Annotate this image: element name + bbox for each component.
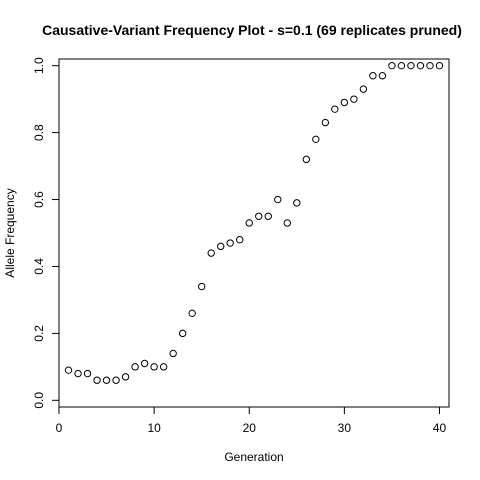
y-tick-label: 0.6 xyxy=(32,191,46,208)
x-tick-label: 40 xyxy=(433,421,447,435)
data-point xyxy=(169,349,177,358)
chart-title: Causative-Variant Frequency Plot - s=0.1… xyxy=(42,22,462,38)
y-tick-label: 0.2 xyxy=(32,325,46,342)
data-point xyxy=(236,235,244,244)
data-point xyxy=(321,118,330,127)
data-point xyxy=(140,359,149,368)
data-point xyxy=(274,195,282,204)
data-point xyxy=(388,61,396,70)
data-point xyxy=(416,61,425,70)
data-point xyxy=(74,369,82,378)
data-point xyxy=(112,376,120,384)
data-point xyxy=(350,95,358,103)
data-point xyxy=(64,366,73,374)
data-point xyxy=(217,242,225,251)
x-tick-label: 10 xyxy=(147,421,161,435)
x-tick-label: 20 xyxy=(243,421,257,435)
data-point xyxy=(131,363,139,371)
data-point xyxy=(121,373,130,381)
data-point xyxy=(293,199,301,207)
y-tick-label: 0.8 xyxy=(32,124,46,141)
data-points xyxy=(64,61,444,384)
data-point xyxy=(207,249,215,257)
data-point xyxy=(407,61,415,70)
y-tick-label: 1.0 xyxy=(32,57,46,74)
data-point xyxy=(178,329,187,338)
data-point xyxy=(435,61,444,70)
data-point xyxy=(83,369,92,378)
y-axis: 0.0 0.2 0.4 0.6 0.8 1.0 xyxy=(32,57,59,409)
data-point xyxy=(93,376,101,384)
y-tick-label: 0.0 xyxy=(32,392,46,409)
x-tick-label: 0 xyxy=(56,421,63,435)
data-point xyxy=(283,219,291,227)
data-point xyxy=(102,376,111,384)
data-point xyxy=(197,282,206,291)
data-point xyxy=(312,135,320,144)
data-point xyxy=(226,239,234,247)
data-point xyxy=(359,85,368,93)
data-point xyxy=(302,155,311,164)
x-tick-label: 30 xyxy=(338,421,352,435)
plot-frame xyxy=(58,58,450,408)
data-point xyxy=(264,212,272,220)
data-point xyxy=(340,98,349,107)
data-point xyxy=(331,105,339,113)
data-point xyxy=(159,363,168,371)
data-point xyxy=(255,212,263,220)
y-tick-label: 0.4 xyxy=(32,258,46,275)
data-point xyxy=(150,363,158,371)
data-point xyxy=(188,309,196,318)
data-point xyxy=(245,219,253,227)
data-point xyxy=(426,61,434,70)
y-axis-label: Allele Frequency xyxy=(3,188,17,277)
x-axis-label: Generation xyxy=(224,450,283,464)
data-point xyxy=(378,72,387,80)
data-point xyxy=(397,61,406,70)
x-axis: 0 10 20 30 40 xyxy=(56,407,447,435)
data-point xyxy=(369,72,377,80)
